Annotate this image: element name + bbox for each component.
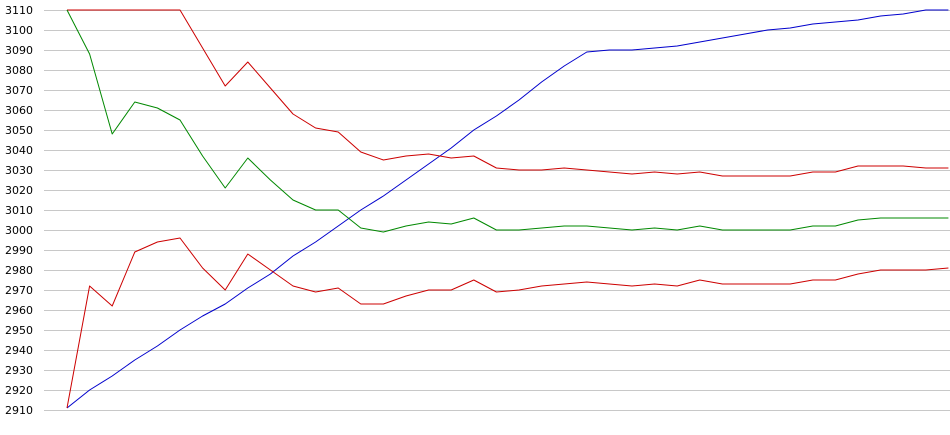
y-tick-label: 2920: [5, 384, 33, 397]
y-tick-label: 3090: [5, 44, 33, 57]
series-line-2: [67, 9, 949, 177]
y-tick-label: 2970: [5, 284, 33, 297]
y-tick-label: 2950: [5, 324, 33, 337]
y-tick-label: 2960: [5, 304, 33, 317]
y-tick-label: 2980: [5, 264, 33, 277]
series-group: [66, 9, 949, 409]
y-tick-label: 3000: [5, 224, 33, 237]
y-tick-label: 3010: [5, 204, 33, 217]
y-tick-label: 3040: [5, 144, 33, 157]
y-tick-label: 3080: [5, 64, 33, 77]
y-tick-label: 3060: [5, 104, 33, 117]
y-tick-label: 3020: [5, 184, 33, 197]
y-tick-label: 2930: [5, 364, 33, 377]
y-tick-label: 3070: [5, 84, 33, 97]
series-line-1: [66, 9, 949, 409]
y-tick-label: 3050: [5, 124, 33, 137]
series-line-4: [66, 237, 949, 409]
y-tick-label: 2910: [5, 404, 33, 417]
series-line-3: [66, 9, 949, 233]
grid-lines: [44, 10, 950, 411]
y-tick-label: 3100: [5, 24, 33, 37]
y-tick-label: 3030: [5, 164, 33, 177]
y-axis: 2910 2920 2930 2940 2950 2960 2970 2980 2990 3000…: [5, 4, 33, 417]
y-tick-label: 3110: [5, 4, 33, 17]
y-tick-label: 2940: [5, 344, 33, 357]
y-tick-label: 2990: [5, 244, 33, 257]
